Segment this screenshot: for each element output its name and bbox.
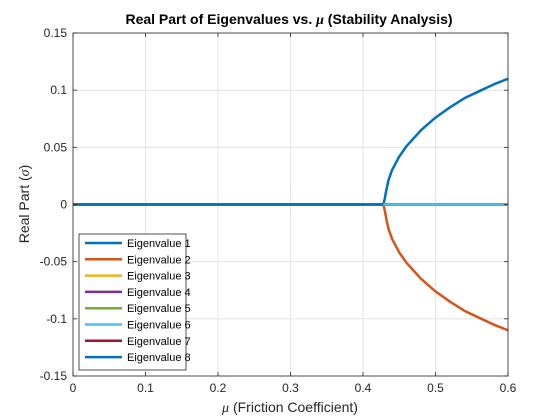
legend-label: Eigenvalue 7 (127, 336, 191, 348)
legend-label: Eigenvalue 6 (127, 320, 191, 332)
chart-title-suffix: (Stability Analysis) (324, 11, 453, 27)
legend-item-eigenvalue-5: Eigenvalue 5 (85, 303, 191, 315)
series-layer (73, 77, 509, 332)
legend-label: Eigenvalue 3 (127, 271, 191, 283)
y-tick-label: 0.1 (50, 83, 67, 97)
y-tick-label: -0.1 (46, 312, 67, 326)
legend-item-eigenvalue-2: Eigenvalue 2 (85, 254, 191, 266)
legend-item-eigenvalue-6: Eigenvalue 6 (85, 320, 191, 332)
legend-items: Eigenvalue 1 Eigenvalue 2 Eigenvalue 3 Eige… (85, 238, 191, 364)
x-tick-label: 0.3 (282, 381, 299, 395)
tick-layer: 0 0.1 0.2 0.3 0.4 0.5 0.6 -0.15 -0.1 -0.05 0 0.05 0.… (40, 26, 517, 395)
legend-label: Eigenvalue 2 (127, 254, 191, 266)
legend: Eigenvalue 1 Eigenvalue 2 Eigenvalue 3 Eige… (78, 233, 191, 371)
y-tick-label: -0.15 (40, 369, 68, 383)
x-tick-label: 0.2 (210, 381, 227, 395)
legend-item-eigenvalue-1: Eigenvalue 1 (85, 238, 191, 250)
legend-box (78, 233, 187, 371)
y-tick-label: 0 (60, 198, 67, 212)
legend-label: Eigenvalue 5 (127, 303, 191, 315)
x-axis-label: μ (Friction Coefficient) (221, 399, 358, 416)
y-tick-label: 0.15 (44, 26, 68, 40)
chart-title-prefix: Real Part of Eigenvalues vs. (125, 11, 316, 27)
x-tick-label: 0.1 (137, 381, 154, 395)
legend-item-eigenvalue-4: Eigenvalue 4 (85, 287, 191, 299)
y-tick-label: -0.05 (40, 255, 68, 269)
x-axis-label-text: (Friction Coefficient) (229, 399, 358, 415)
y-axis-label-suffix: ) (16, 165, 32, 170)
legend-label: Eigenvalue 1 (127, 238, 191, 250)
y-axis-label-prefix: Real Part ( (16, 176, 32, 243)
legend-label: Eigenvalue 4 (127, 287, 191, 299)
legend-item-eigenvalue-3: Eigenvalue 3 (85, 271, 191, 283)
chart-title: Real Part of Eigenvalues vs. μ (Stabilit… (125, 11, 452, 28)
x-tick-label: 0.4 (355, 381, 372, 395)
y-axis-label: Real Part (σ) (16, 165, 33, 244)
legend-item-eigenvalue-8: Eigenvalue 8 (85, 352, 191, 364)
y-tick-label: 0.05 (44, 140, 68, 154)
y-axis-label-symbol: σ (18, 168, 33, 176)
legend-label: Eigenvalue 8 (127, 352, 191, 364)
legend-item-eigenvalue-7: Eigenvalue 7 (85, 336, 191, 348)
x-tick-label: 0.5 (427, 381, 444, 395)
x-tick-label: 0.6 (500, 381, 517, 395)
chart-title-symbol: μ (315, 13, 324, 28)
x-axis-label-symbol: μ (221, 401, 229, 416)
x-tick-label: 0 (70, 381, 77, 395)
